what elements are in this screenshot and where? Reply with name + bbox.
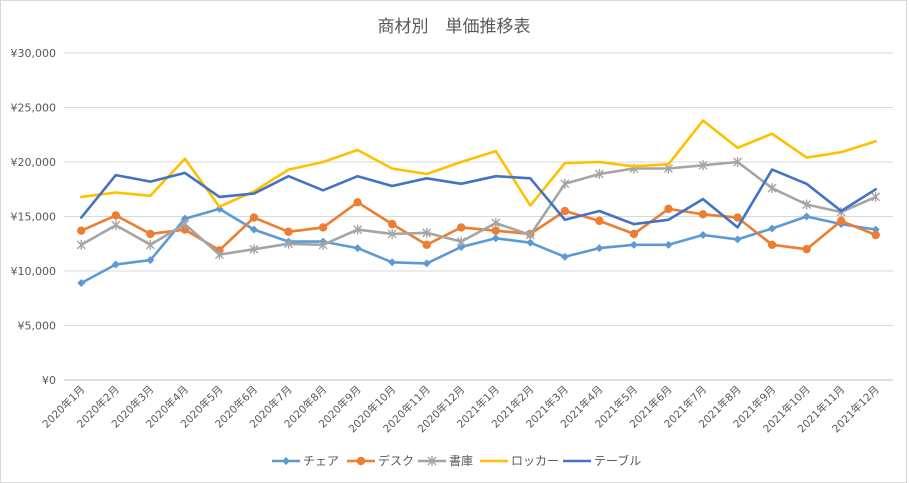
chart-title: 商材別 単価推移表 [378, 17, 531, 37]
data-point [77, 278, 86, 287]
data-point [664, 240, 673, 249]
data-point [733, 235, 742, 244]
data-point [491, 218, 501, 229]
data-point [698, 160, 708, 171]
data-point [77, 226, 86, 235]
data-point [733, 157, 743, 167]
data-point [560, 252, 569, 261]
legend-item: テーブル [563, 453, 641, 468]
data-point [387, 219, 397, 229]
legend-marker [282, 457, 290, 465]
series-2 [77, 198, 880, 255]
data-point [698, 210, 708, 219]
data-point [180, 214, 189, 223]
data-point [422, 227, 432, 238]
data-point [146, 256, 155, 265]
data-point [802, 245, 811, 254]
y-tick-label: ¥15,000 [11, 211, 57, 224]
series-5 [80, 168, 878, 229]
legend-label: デスク [378, 453, 414, 468]
data-point [145, 239, 155, 250]
data-point [595, 216, 604, 226]
series-line [80, 160, 878, 256]
data-point [457, 243, 466, 252]
data-point [111, 260, 120, 269]
data-point [387, 228, 397, 239]
legend-item: デスク [347, 453, 414, 468]
legend-label: テーブル [594, 453, 641, 468]
data-point [491, 234, 500, 243]
data-point [491, 226, 500, 235]
data-point [560, 206, 570, 216]
data-point [180, 219, 190, 230]
data-point [594, 168, 604, 179]
data-point [249, 213, 259, 222]
legend-label: チェア [303, 454, 339, 468]
legend-marker [427, 456, 437, 466]
data-point [284, 227, 293, 236]
series-line [80, 207, 878, 285]
y-tick-label: ¥25,000 [11, 102, 57, 115]
data-point [664, 204, 673, 214]
data-point [802, 212, 811, 221]
legend-label: ロッカー [511, 454, 559, 468]
data-point [457, 223, 466, 232]
data-point [76, 239, 86, 250]
data-point [214, 249, 224, 260]
y-axis-ticks: ¥0 ¥5,000 ¥10,000 ¥15,000 ¥20,000 ¥25,000 ¥30,… [11, 47, 57, 387]
y-tick-label: ¥5,000 [18, 320, 57, 333]
legend-marker [356, 456, 366, 466]
data-point [353, 224, 363, 235]
data-point [456, 236, 466, 247]
data-point [595, 244, 604, 253]
data-point [353, 198, 362, 207]
data-point [526, 238, 535, 247]
legend-item: ロッカー [480, 454, 559, 468]
y-tick-label: ¥0 [42, 374, 56, 387]
data-point [284, 238, 294, 249]
series-line [80, 168, 878, 229]
data-point [836, 216, 846, 226]
data-point [422, 240, 431, 250]
data-point [767, 183, 777, 194]
data-point [318, 223, 328, 232]
series-1 [77, 204, 880, 287]
data-point [422, 259, 431, 268]
legend-item: チェア [272, 454, 339, 468]
data-point [629, 240, 638, 249]
gridlines [64, 52, 893, 381]
series-line [80, 119, 878, 208]
legend-label: 書庫 [449, 454, 473, 468]
data-point [767, 240, 777, 250]
data-point [699, 231, 708, 240]
y-tick-label: ¥10,000 [11, 265, 57, 278]
legend-item: 書庫 [418, 454, 473, 468]
data-point [249, 244, 259, 255]
y-tick-label: ¥30,000 [11, 47, 57, 60]
data-point [249, 225, 258, 234]
data-point [111, 220, 121, 231]
series-4 [80, 119, 878, 208]
data-point [318, 239, 328, 250]
data-point [768, 224, 777, 233]
data-point [871, 191, 881, 202]
y-tick-label: ¥20,000 [11, 156, 57, 169]
data-point [388, 258, 397, 267]
data-point [525, 230, 535, 241]
data-point [560, 178, 570, 189]
data-point [802, 199, 812, 210]
data-point [629, 229, 639, 239]
series-line [80, 201, 878, 252]
data-point [111, 211, 121, 220]
data-point [733, 213, 742, 222]
data-point [871, 230, 880, 240]
series-lines [76, 119, 881, 287]
data-point [146, 229, 155, 239]
legend: チェア デスク 書庫 ロッカー テーブル [272, 453, 641, 468]
data-point [353, 244, 362, 253]
